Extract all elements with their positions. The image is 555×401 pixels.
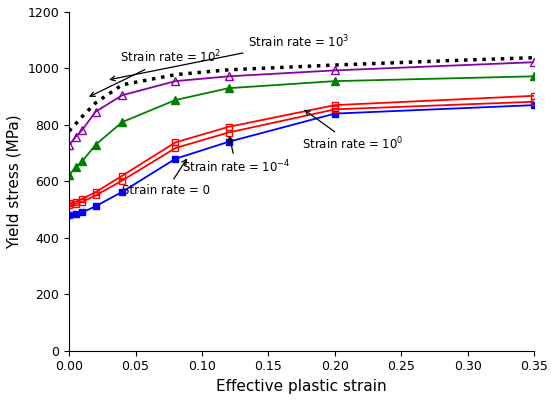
Text: Strain rate = 0: Strain rate = 0: [122, 160, 210, 197]
Y-axis label: Yield stress (MPa): Yield stress (MPa): [7, 114, 22, 249]
Text: Strain rate = $10^2$: Strain rate = $10^2$: [90, 49, 221, 96]
Text: Strain rate = $10^0$: Strain rate = $10^0$: [301, 110, 403, 153]
Text: Strain rate = $10^{-4}$: Strain rate = $10^{-4}$: [182, 137, 290, 175]
Text: Strain rate = $10^3$: Strain rate = $10^3$: [110, 33, 350, 81]
X-axis label: Effective plastic strain: Effective plastic strain: [216, 379, 387, 394]
